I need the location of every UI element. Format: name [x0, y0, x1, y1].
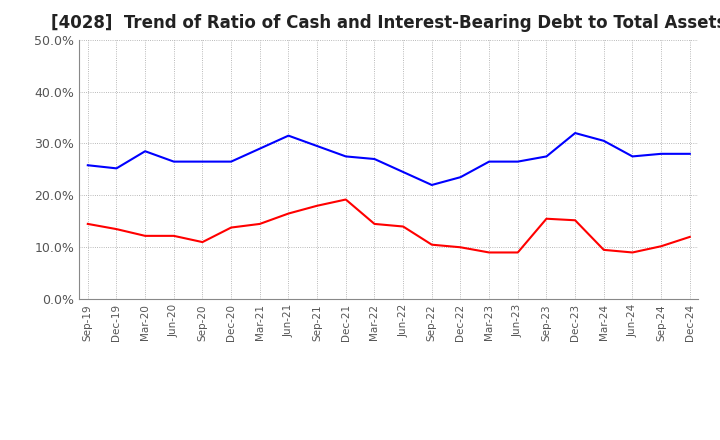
- Interest-Bearing Debt: [198, 159, 207, 164]
- Interest-Bearing Debt: [169, 159, 178, 164]
- Cash: [370, 221, 379, 227]
- Interest-Bearing Debt: [628, 154, 636, 159]
- Cash: [284, 211, 293, 216]
- Line: Interest-Bearing Debt: Interest-Bearing Debt: [88, 133, 690, 185]
- Cash: [513, 250, 522, 255]
- Interest-Bearing Debt: [485, 159, 493, 164]
- Interest-Bearing Debt: [399, 169, 408, 175]
- Cash: [227, 225, 235, 230]
- Interest-Bearing Debt: [141, 149, 150, 154]
- Interest-Bearing Debt: [84, 163, 92, 168]
- Interest-Bearing Debt: [256, 146, 264, 151]
- Cash: [141, 233, 150, 238]
- Cash: [399, 224, 408, 229]
- Interest-Bearing Debt: [513, 159, 522, 164]
- Interest-Bearing Debt: [370, 156, 379, 161]
- Cash: [84, 221, 92, 227]
- Cash: [485, 250, 493, 255]
- Cash: [198, 239, 207, 245]
- Cash: [428, 242, 436, 247]
- Cash: [628, 250, 636, 255]
- Cash: [685, 234, 694, 239]
- Interest-Bearing Debt: [685, 151, 694, 157]
- Cash: [169, 233, 178, 238]
- Interest-Bearing Debt: [227, 159, 235, 164]
- Cash: [312, 203, 321, 209]
- Cash: [341, 197, 350, 202]
- Interest-Bearing Debt: [428, 182, 436, 187]
- Cash: [112, 227, 121, 232]
- Title: [4028]  Trend of Ratio of Cash and Interest-Bearing Debt to Total Assets: [4028] Trend of Ratio of Cash and Intere…: [51, 15, 720, 33]
- Interest-Bearing Debt: [112, 166, 121, 171]
- Line: Cash: Cash: [88, 199, 690, 253]
- Interest-Bearing Debt: [542, 154, 551, 159]
- Cash: [542, 216, 551, 221]
- Cash: [600, 247, 608, 253]
- Cash: [256, 221, 264, 227]
- Interest-Bearing Debt: [284, 133, 293, 138]
- Cash: [571, 218, 580, 223]
- Interest-Bearing Debt: [657, 151, 665, 157]
- Interest-Bearing Debt: [341, 154, 350, 159]
- Interest-Bearing Debt: [312, 143, 321, 149]
- Cash: [657, 244, 665, 249]
- Interest-Bearing Debt: [600, 138, 608, 143]
- Interest-Bearing Debt: [456, 175, 465, 180]
- Interest-Bearing Debt: [571, 130, 580, 136]
- Cash: [456, 245, 465, 250]
